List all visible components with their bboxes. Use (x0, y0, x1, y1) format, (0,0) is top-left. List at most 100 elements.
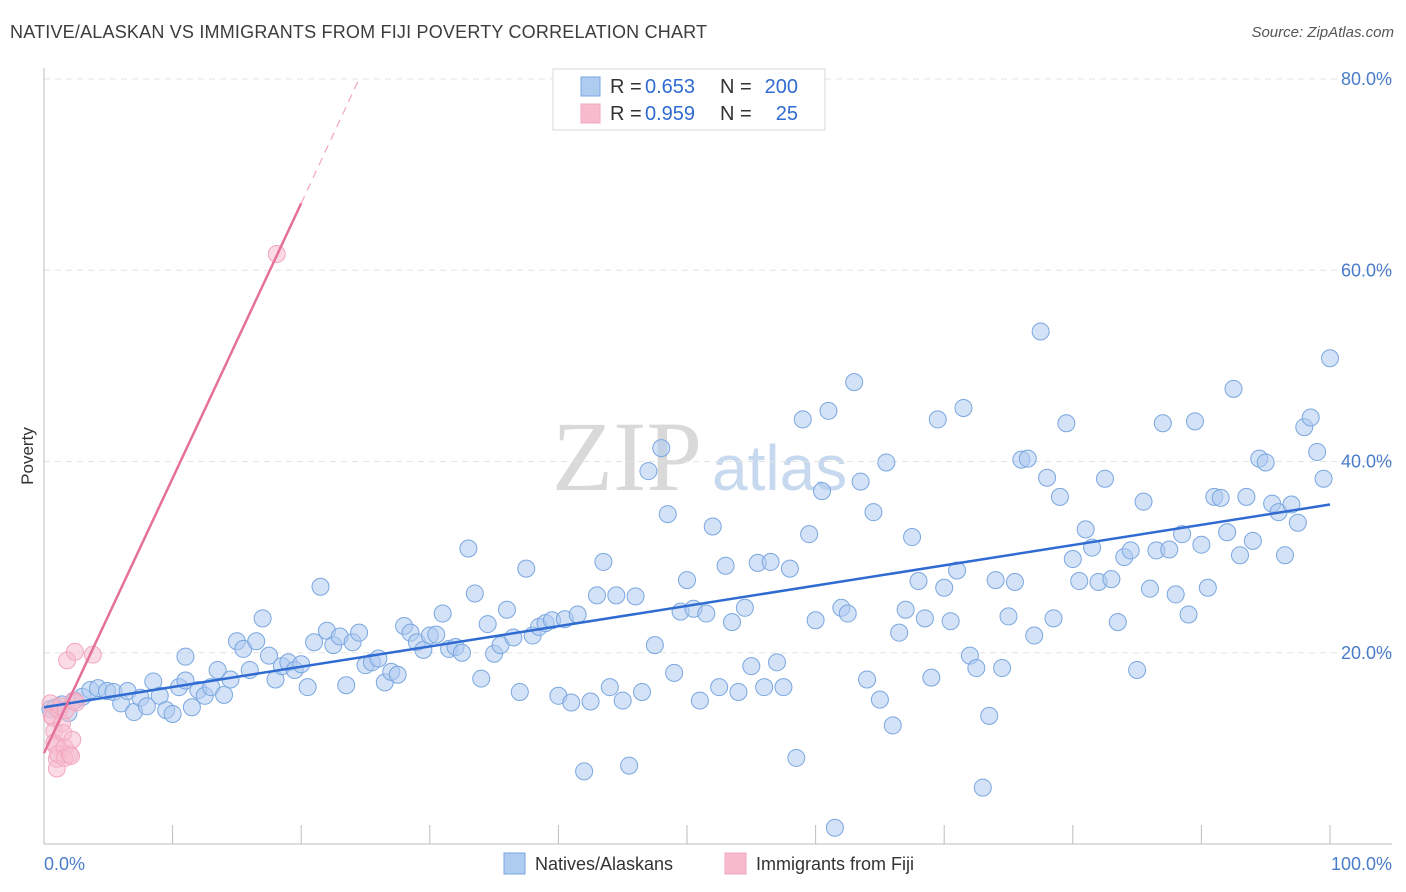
data-point-natives (163, 704, 182, 723)
data-point-natives (806, 611, 825, 630)
data-point-natives (793, 410, 812, 429)
data-point-natives (1243, 531, 1262, 550)
data-point-natives (620, 756, 639, 775)
legend-r-value-2: 0.959 (645, 103, 695, 125)
bottom-legend-swatch-natives (503, 852, 526, 875)
data-point-natives (1166, 585, 1185, 604)
data-point-natives (703, 517, 722, 536)
data-point-natives (658, 505, 677, 524)
data-point-natives (1192, 535, 1211, 554)
data-point-natives (973, 778, 992, 797)
data-point-natives (742, 657, 761, 676)
data-point-natives (1140, 579, 1159, 598)
data-point-natives (137, 697, 156, 716)
data-point-natives (1063, 550, 1082, 569)
data-point-natives (337, 676, 356, 695)
data-point-natives (1314, 469, 1333, 488)
data-point-natives (755, 678, 774, 697)
legend-n-label-1: N = (720, 76, 752, 98)
data-point-natives (735, 598, 754, 617)
data-point-natives (1160, 540, 1179, 559)
data-point-natives (1102, 570, 1121, 589)
bottom-legend-label-natives: Natives/Alaskans (535, 854, 673, 874)
data-point-natives (941, 612, 960, 631)
data-point-natives (639, 462, 658, 481)
bottom-legend: Natives/Alaskans Immigrants from Fiji (503, 852, 914, 875)
data-point-natives (253, 609, 272, 628)
data-point-natives (1095, 469, 1114, 488)
legend-r-label-1: R = (610, 76, 642, 98)
data-point-natives (1198, 578, 1217, 597)
data-point-natives (581, 692, 600, 711)
watermark-zip: ZIP (552, 401, 702, 512)
data-point-natives (478, 615, 497, 634)
data-point-natives (1070, 572, 1089, 591)
data-point-natives (311, 577, 330, 596)
data-point-natives (1256, 453, 1275, 472)
data-point-natives (1044, 609, 1063, 628)
data-point-natives (928, 410, 947, 429)
trend-lines (42, 78, 1331, 754)
bottom-legend-swatch-fiji (724, 852, 747, 875)
data-point-natives (1275, 546, 1294, 565)
data-point-natives (1108, 613, 1127, 632)
data-point-natives (678, 571, 696, 590)
data-point-natives (459, 539, 478, 558)
bottom-legend-label-fiji: Immigrants from Fiji (756, 854, 914, 874)
data-point-natives (761, 552, 780, 571)
data-point-natives (632, 682, 651, 701)
y-tick-label: 60.0% (1341, 260, 1392, 280)
data-point-natives (497, 600, 516, 619)
y-axis-title: Poverty (18, 427, 37, 485)
data-point-natives (1121, 541, 1140, 560)
data-point-natives (1288, 513, 1307, 532)
data-point-natives (993, 659, 1012, 678)
trend-line-fiji-extension (300, 78, 360, 204)
data-point-natives (1025, 626, 1044, 645)
data-point-natives (903, 528, 922, 547)
data-point-natives (935, 578, 954, 597)
data-point-natives (652, 439, 671, 458)
data-point-natives (858, 670, 877, 689)
legend-r-value-1: 0.653 (645, 76, 695, 98)
data-point-natives (427, 625, 446, 644)
data-point-natives (433, 604, 452, 623)
data-point-natives (1031, 322, 1050, 341)
data-point-natives (607, 586, 626, 605)
chart-title: NATIVE/ALASKAN VS IMMIGRANTS FROM FIJI P… (10, 22, 708, 42)
data-point-natives (645, 636, 664, 655)
data-point-natives (825, 818, 844, 837)
data-point-natives (613, 691, 632, 710)
data-point-natives (587, 586, 606, 605)
data-point-natives (1134, 492, 1153, 511)
data-point-natives (600, 678, 619, 697)
data-point-natives (883, 716, 902, 735)
data-point-natives (986, 571, 1005, 590)
data-point-natives (838, 604, 857, 623)
data-point-natives (851, 472, 870, 491)
data-point-natives (729, 682, 748, 701)
data-point-natives (1173, 525, 1192, 544)
y-tick-label: 40.0% (1341, 452, 1392, 472)
data-point-natives (1185, 412, 1204, 431)
data-point-natives (845, 373, 864, 392)
data-point-natives (697, 604, 716, 623)
data-point-natives (247, 632, 266, 651)
legend-n-label-2: N = (720, 103, 752, 125)
legend-r-label-2: R = (610, 103, 642, 125)
data-point-natives (1321, 349, 1339, 368)
trend-line-fiji (42, 202, 303, 754)
data-point-natives (1230, 546, 1249, 565)
data-point-natives (1153, 414, 1172, 433)
data-point-natives (1237, 487, 1256, 506)
data-point-natives (864, 503, 883, 522)
data-point-natives (510, 682, 529, 701)
x-tick-label-min: 0.0% (44, 854, 85, 874)
data-point-natives (1038, 468, 1057, 487)
data-point-natives (1308, 442, 1327, 461)
data-point-fiji (65, 642, 84, 661)
data-point-natives (819, 401, 838, 420)
data-point-natives (890, 623, 909, 642)
data-point-natives (954, 398, 973, 417)
